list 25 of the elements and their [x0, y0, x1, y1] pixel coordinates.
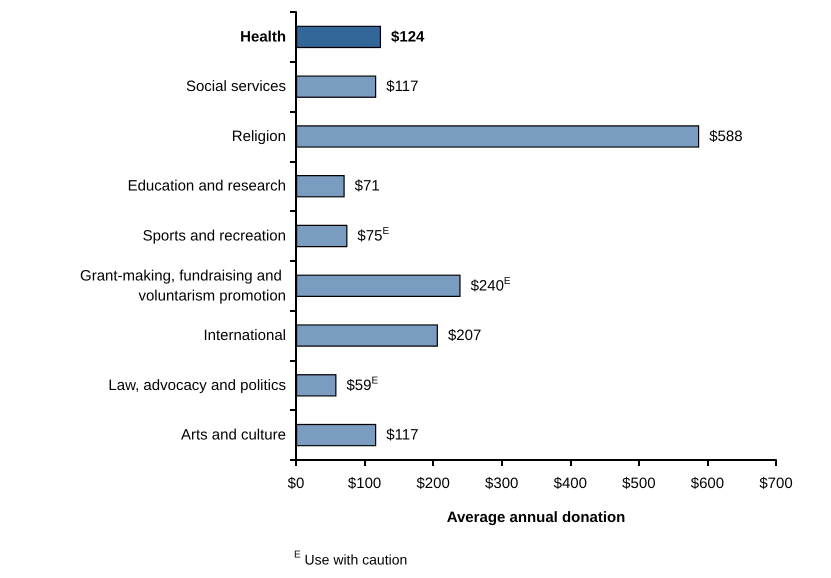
y-tick-label: Arts and culture	[180, 426, 286, 444]
y-tick-label: Education and research	[128, 178, 286, 195]
data-label: $117	[386, 78, 418, 96]
x-tick-label: $700	[759, 475, 793, 492]
data-label: $117	[386, 426, 418, 444]
y-tick-label: Social services	[186, 78, 286, 96]
x-tick-label: $500	[622, 475, 656, 492]
x-tick-label: $100	[348, 475, 382, 492]
data-label: $124	[391, 28, 426, 46]
x-tick-label: $400	[554, 475, 587, 492]
x-tick-label: $600	[690, 475, 724, 492]
x-tick-label: $0	[288, 475, 304, 492]
y-tick-label: Sports and recreation	[142, 228, 286, 244]
data-label: $588	[709, 128, 743, 145]
y-tick-label: Grant-making, fundraising and voluntarism promotion	[80, 267, 286, 304]
data-label: $207	[448, 327, 482, 344]
y-tick-label: International	[203, 327, 286, 344]
y-tick-label: Religion	[232, 128, 286, 145]
y-tick-label: Law, advocacy and politics	[108, 376, 286, 394]
y-tick-label: Health	[240, 28, 286, 46]
x-tick-label: $300	[485, 475, 518, 492]
data-label: $71	[354, 178, 380, 195]
text: E Use with caution	[294, 550, 408, 568]
x-tick-label: $200	[416, 475, 450, 492]
x-axis-title: Average annual donation	[446, 509, 626, 526]
